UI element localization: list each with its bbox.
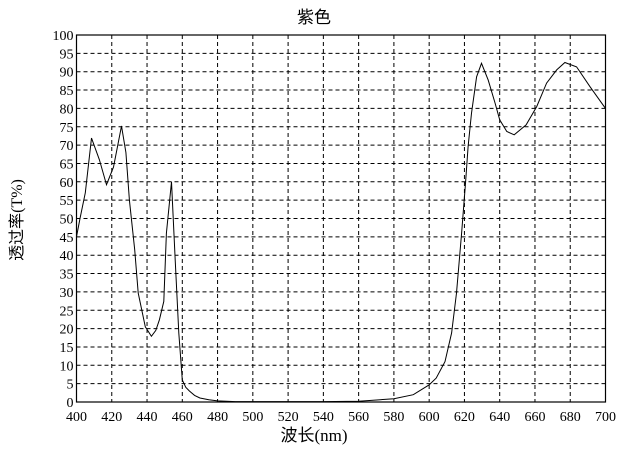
y-tick-label: 40	[60, 249, 74, 264]
y-tick-label: 90	[60, 66, 74, 81]
y-tick-label: 5	[67, 378, 74, 393]
y-tick-label: 60	[60, 176, 74, 191]
y-tick-label: 70	[60, 139, 74, 154]
y-tick-label: 35	[60, 268, 74, 283]
y-tick-label: 85	[60, 84, 74, 99]
x-axis-ticks: 400 420 440 460 480 500 520 540 560 580 600 620 640 6…	[66, 410, 616, 425]
x-tick-label: 440	[137, 410, 158, 425]
x-tick-label: 600	[419, 410, 440, 425]
x-tick-label: 560	[348, 410, 369, 425]
y-tick-label: 25	[60, 304, 74, 319]
y-tick-label: 30	[60, 286, 74, 301]
x-tick-label: 480	[207, 410, 228, 425]
x-tick-label: 620	[454, 410, 475, 425]
transmittance-line	[76, 61, 606, 403]
x-tick-label: 420	[101, 410, 122, 425]
chart-title: 紫色	[297, 8, 331, 27]
x-axis-label: 波长(nm)	[280, 426, 347, 445]
y-tick-label: 75	[60, 121, 74, 136]
y-axis-label: 透过率(T%)	[8, 179, 26, 261]
y-tick-label: 10	[60, 359, 74, 374]
y-tick-label: 0	[67, 396, 74, 411]
y-tick-label: 100	[53, 29, 74, 44]
x-tick-label: 680	[560, 410, 581, 425]
x-tick-label: 400	[66, 410, 87, 425]
y-tick-label: 15	[60, 341, 74, 356]
y-tick-label: 55	[60, 194, 74, 209]
y-tick-label: 50	[60, 213, 74, 228]
grid	[76, 35, 606, 402]
x-tick-label: 540	[313, 410, 334, 425]
x-tick-label: 640	[489, 410, 510, 425]
x-tick-label: 520	[278, 410, 299, 425]
y-axis-ticks: 0 5 10 15 20 25 30 35 40 45 50 55 60 65 70 75 80 85 90 95 10…	[53, 29, 74, 411]
x-tick-label: 660	[524, 410, 545, 425]
y-tick-label: 95	[60, 47, 74, 62]
y-tick-label: 80	[60, 102, 74, 117]
x-tick-label: 460	[172, 410, 193, 425]
x-tick-label: 500	[242, 410, 263, 425]
x-tick-label: 580	[383, 410, 404, 425]
y-tick-label: 45	[60, 231, 74, 246]
y-tick-label: 65	[60, 157, 74, 172]
y-tick-label: 20	[60, 323, 74, 338]
plot-frame	[75, 34, 607, 403]
x-tick-label: 700	[595, 410, 616, 425]
